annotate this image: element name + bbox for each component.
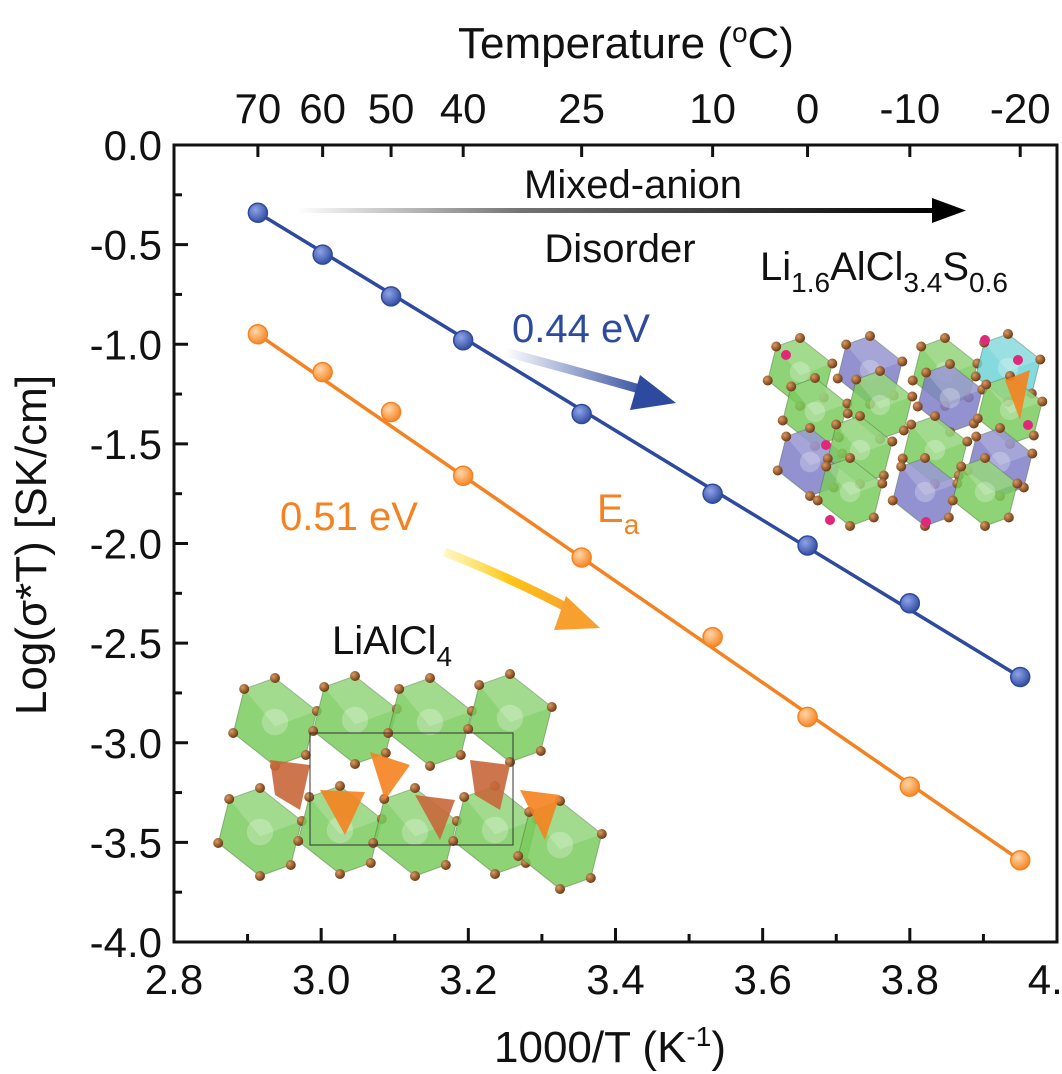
data-point-series0 xyxy=(571,403,592,425)
trend-arrow xyxy=(296,198,966,223)
top-tick-label: -20 xyxy=(990,85,1051,132)
ea-label-blue: 0.44 eV xyxy=(512,307,650,351)
trend-label-mixed-anion: Mixed-anion xyxy=(524,163,742,207)
top-tick-label: 0 xyxy=(796,85,819,132)
data-point-series1 xyxy=(899,776,921,797)
top-axis-title: Temperature (oC) xyxy=(458,17,794,68)
x-tick-label: 3.6 xyxy=(733,956,791,1003)
data-point-series1 xyxy=(702,626,723,648)
x-tick-label: 3.4 xyxy=(586,956,644,1003)
top-tick-label: -10 xyxy=(879,85,940,132)
x-tick-label: 3.8 xyxy=(881,956,939,1003)
x-tick-label: 2.8 xyxy=(145,956,203,1003)
y-tick-label: -4.0 xyxy=(90,919,162,966)
y-tick-label: -2.0 xyxy=(90,521,162,568)
x-axis-title: 1000/T (K-1) xyxy=(494,1021,726,1072)
data-points xyxy=(247,202,1031,871)
y-tick-label: -3.0 xyxy=(90,720,162,767)
data-point-series1 xyxy=(797,706,818,728)
axis-tick-labels: 2.8 3.0 3.2 3.4 3.6 3.8 4.0 0.0 -0.5 -1.0 -1.5 -2.0… xyxy=(90,85,1062,1003)
x-tick-label: 4.0 xyxy=(1028,956,1062,1003)
trend-label-disorder: Disorder xyxy=(544,227,695,271)
x-tick-label: 3.2 xyxy=(439,956,497,1003)
y-tick-label: -3.5 xyxy=(90,819,162,866)
y-tick-label: -2.5 xyxy=(90,620,162,667)
y-tick-label: -0.5 xyxy=(90,222,162,269)
data-point-series0 xyxy=(797,535,818,556)
y-tick-label: 0.0 xyxy=(104,122,162,169)
y-axis-title: Log(σ*T) [SK/cm] xyxy=(7,375,56,715)
compound-label-lialcl4: LiAlCl4 xyxy=(332,619,452,672)
data-point-series0 xyxy=(702,483,723,504)
x-tick-label: 3.0 xyxy=(292,956,350,1003)
y-tick-label: -1.5 xyxy=(90,421,162,468)
data-point-series0 xyxy=(899,593,921,614)
top-tick-label: 50 xyxy=(368,85,415,132)
data-point-series1 xyxy=(247,324,269,345)
data-point-series1 xyxy=(380,401,402,423)
data-point-series0 xyxy=(312,244,333,265)
top-tick-label: 40 xyxy=(440,85,487,132)
ea-arrow-blue xyxy=(503,347,676,410)
ea-symbol: Ea xyxy=(597,487,640,540)
top-tick-label: 60 xyxy=(299,85,346,132)
axis-ticks xyxy=(172,143,1059,944)
data-point-series1 xyxy=(312,361,333,383)
data-point-series0 xyxy=(1009,666,1031,688)
ea-label-orange: 0.51 eV xyxy=(280,495,418,539)
top-tick-label: 10 xyxy=(689,85,736,132)
data-point-series1 xyxy=(452,465,474,487)
compound-label-li1.6alcl3.4s0.6: Li1.6AlCl3.4S0.6 xyxy=(760,245,1008,298)
top-tick-label: 70 xyxy=(235,85,282,132)
data-point-series0 xyxy=(380,286,402,307)
ea-arrow-orange xyxy=(443,547,600,630)
fit-line-1 xyxy=(256,332,1022,862)
top-tick-label: 25 xyxy=(558,85,605,132)
data-point-series1 xyxy=(1009,850,1031,871)
crystal-structure-top-image xyxy=(762,329,1048,531)
y-tick-label: -1.0 xyxy=(90,321,162,368)
crystal-structure-bottom-image xyxy=(213,669,607,894)
data-point-series1 xyxy=(571,547,592,568)
data-point-series0 xyxy=(452,330,474,351)
data-point-series0 xyxy=(247,202,269,223)
